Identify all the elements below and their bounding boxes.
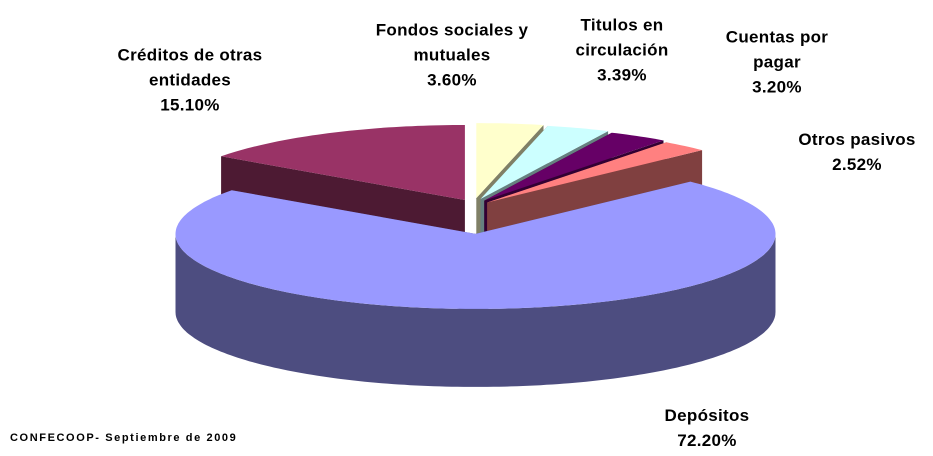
value-label: 72.20% (677, 431, 737, 450)
value-label: 3.39% (597, 65, 647, 85)
category-label: Cuentas por pagar (725, 27, 829, 72)
slice (476, 123, 544, 199)
category-label: Créditos de otras entidades (117, 45, 263, 90)
slice-label: Créditos de otras entidades 15.10% (110, 43, 270, 118)
slice (480, 125, 609, 199)
value-label: 15.10% (160, 95, 220, 115)
slice (484, 132, 664, 201)
slice (487, 142, 703, 203)
value-label: 2.52% (832, 155, 882, 174)
slice-side (175, 233, 776, 387)
slice (221, 125, 465, 200)
slice (175, 181, 776, 387)
category-label: Titulos en circulación (575, 15, 669, 60)
slice-label: Fondos sociales y mutuales 3.60% (367, 18, 537, 93)
slice-label: Titulos en circulación 3.39% (567, 13, 677, 88)
value-label: 3.20% (752, 77, 802, 97)
slice-label: Otros pasivos 2.52% (772, 127, 933, 177)
slice-label: Cuentas por pagar 3.20% (720, 25, 835, 100)
category-label: Fondos sociales y mutuales (375, 20, 529, 65)
source: CONFECOOP- Septiembre de 2009 (10, 432, 238, 444)
category-label: Depósitos (664, 406, 750, 425)
category-label: Otros pasivos (798, 130, 916, 149)
value-label: 3.60% (427, 70, 477, 90)
slice-label: Depósitos 72.20% (647, 403, 767, 453)
slice (175, 181, 776, 309)
